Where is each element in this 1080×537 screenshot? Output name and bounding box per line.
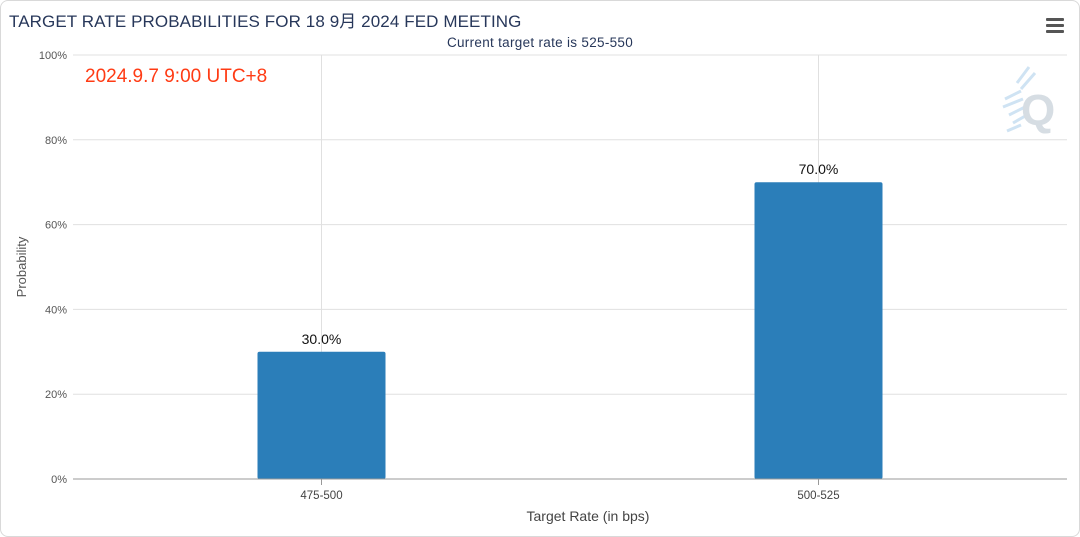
x-tick-label: 475-500 [300, 490, 342, 502]
chart-subtitle: Current target rate is 525-550 [446, 35, 634, 50]
bar-475-500[interactable] [257, 351, 386, 479]
x-axis-title: Target Rate (in bps) [527, 508, 650, 524]
quikstrike-q-logo-icon: Q [1002, 66, 1055, 135]
data-label: 70.0% [799, 161, 839, 177]
data-label: 30.0% [302, 331, 342, 347]
y-tick-label: 80% [45, 135, 67, 147]
watermark-letter: Q [1021, 86, 1055, 135]
x-tick-label: 500-525 [797, 490, 839, 502]
y-tick-label: 100% [39, 50, 67, 62]
timestamp-annotation: 2024.9.7 9:00 UTC+8 [85, 66, 268, 87]
hamburger-menu-icon[interactable] [1045, 18, 1065, 34]
bar-500-525[interactable] [754, 182, 883, 479]
y-tick-label: 20% [45, 389, 67, 401]
y-tick-label: 0% [51, 474, 67, 486]
y-tick-label: 40% [45, 304, 67, 316]
chart-title: TARGET RATE PROBABILITIES FOR 18 9月 2024… [9, 12, 522, 31]
y-axis-title: Probability [14, 236, 29, 297]
y-tick-label: 60% [45, 220, 67, 232]
